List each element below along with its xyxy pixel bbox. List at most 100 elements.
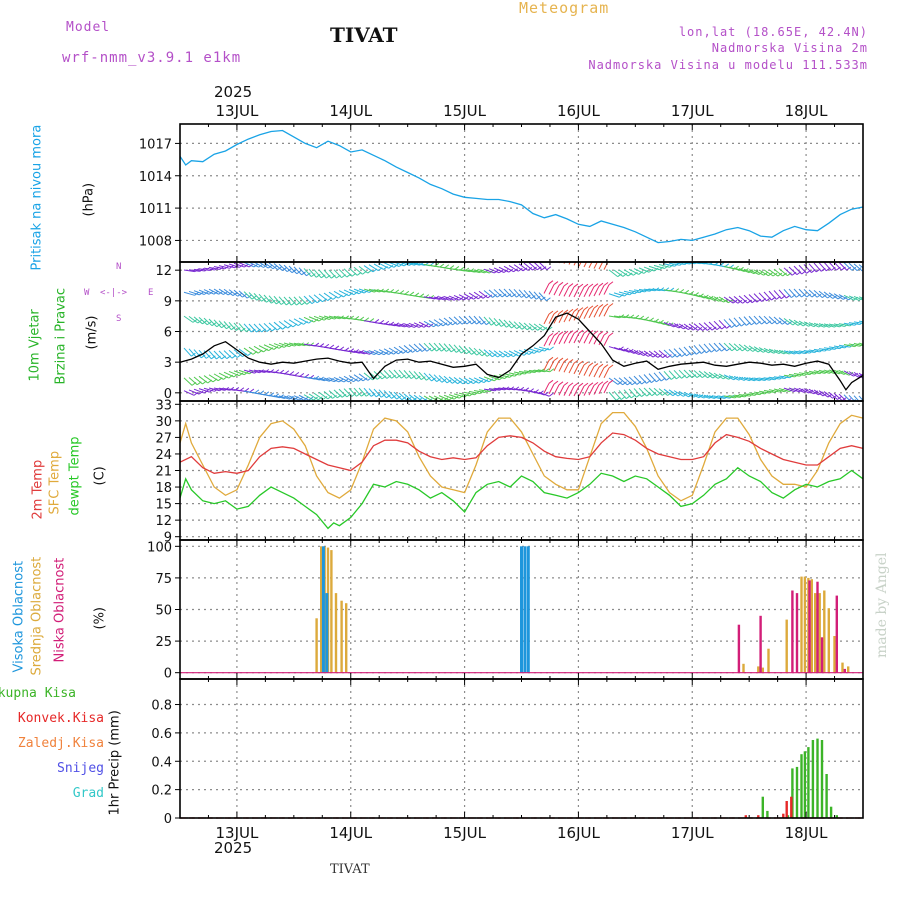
wind-barb (293, 266, 302, 276)
wind-barb (533, 390, 545, 396)
wind-barb (718, 373, 729, 380)
wind-barb-flag (848, 371, 854, 376)
wind-barb (823, 347, 835, 350)
wind-barb (593, 384, 600, 395)
wind-barb-flag (798, 388, 804, 393)
wind-barb-flag (822, 294, 827, 298)
wind-barb (313, 294, 323, 303)
wind-barb-flag (238, 372, 244, 377)
bar-total_precip (791, 768, 794, 818)
wind-barb (213, 288, 224, 295)
wind-barb (203, 375, 214, 383)
wind-barb-flag (516, 325, 522, 330)
wind-barb-flag (455, 349, 461, 353)
wind-barb (653, 350, 663, 359)
wind-barb-flag (473, 295, 478, 300)
bar-total_precip (795, 766, 799, 818)
wind-barb (493, 267, 505, 273)
bar-mid_cloud (833, 636, 836, 673)
wind-barb-flag (563, 309, 569, 314)
wind-barb (858, 320, 863, 323)
elevation-label: Nadmorska Visina 2m (711, 41, 868, 55)
wind-barb-flag (864, 297, 868, 300)
wind-barb-flag (471, 320, 476, 325)
wind-barb (618, 291, 630, 296)
panel-frame (179, 678, 864, 819)
wind-barb-flag (199, 267, 205, 272)
wind-barb (523, 370, 535, 373)
wind-barb (343, 375, 354, 383)
wind-barb-flag (306, 272, 311, 277)
wind-barb (763, 389, 775, 394)
wind-barb-flag (546, 297, 551, 302)
wind-barb (348, 267, 358, 276)
wind-barb-flag (294, 371, 300, 376)
wind-barb (498, 374, 510, 378)
wind-barb (343, 268, 353, 277)
wind-barb-flag (542, 326, 548, 331)
wind-barb-flag (439, 263, 445, 268)
wind-barb-flag (598, 363, 604, 368)
wind-barb (243, 323, 252, 333)
wind-barb (238, 369, 250, 375)
wind-barb-flag (245, 328, 251, 333)
wind-barb (383, 390, 392, 399)
wind-barb (408, 344, 418, 353)
wind-barb (673, 323, 684, 330)
wind-barb (198, 268, 210, 272)
wind-barb (463, 346, 472, 355)
wind-barb-flag (375, 393, 381, 398)
wind-barb (268, 343, 280, 349)
wind-barb (603, 306, 610, 317)
wind-barb (333, 389, 343, 398)
x-tick-label-bottom: 17JUL (671, 824, 714, 842)
wind-barb-flag (583, 361, 589, 366)
wind-barb-flag (329, 377, 334, 382)
wind-barb (298, 296, 308, 305)
wind-barb (488, 375, 500, 381)
wind-barb-flag (231, 326, 236, 331)
wind-barb (388, 323, 400, 327)
wind-barb-flag (553, 332, 559, 336)
wind-barb (533, 291, 542, 301)
wind-barb (703, 371, 714, 379)
wind-barb (358, 373, 369, 381)
wind-barb-flag (421, 348, 427, 352)
y-tick-label: 1011 (139, 202, 172, 217)
wind-barb (728, 318, 737, 328)
wind-barb (253, 262, 264, 268)
wind-barb (658, 388, 668, 396)
wind-barb (203, 267, 215, 271)
wind-barb (588, 307, 595, 319)
wind-barb (843, 394, 851, 401)
wind-barb (773, 316, 783, 325)
wind-barb-flag (608, 281, 614, 286)
wind-barb (223, 264, 235, 269)
wind-barb-flag (608, 332, 614, 337)
wind-barb (793, 350, 805, 355)
wind-barb (418, 343, 428, 352)
wind-barb (533, 323, 544, 331)
wind-barb (328, 377, 340, 383)
wind-barb (588, 286, 595, 297)
wind-barb-flag (412, 348, 417, 353)
wind-barb-flag (372, 376, 377, 381)
series-line-pressure (179, 129, 864, 244)
wind-barb (708, 295, 720, 302)
wind-barb-flag (259, 390, 265, 395)
legend-conv-precip: Konvek.Kisa (17, 711, 104, 726)
wind-barb (733, 317, 742, 327)
wind-barb (598, 306, 605, 317)
wind-barb-flag (457, 380, 462, 385)
wind-barb (488, 317, 497, 327)
wind-barb (323, 391, 333, 399)
wind-barb (533, 347, 545, 352)
wind-barb (708, 395, 720, 400)
wind-barb-flag (249, 388, 255, 393)
wind-barb (223, 321, 232, 331)
bar-total_precip (820, 740, 824, 818)
bar-low_cloud (791, 590, 794, 673)
wind-barb (448, 295, 460, 301)
wind-barb-flag (461, 320, 467, 325)
wind-barb (728, 342, 738, 352)
